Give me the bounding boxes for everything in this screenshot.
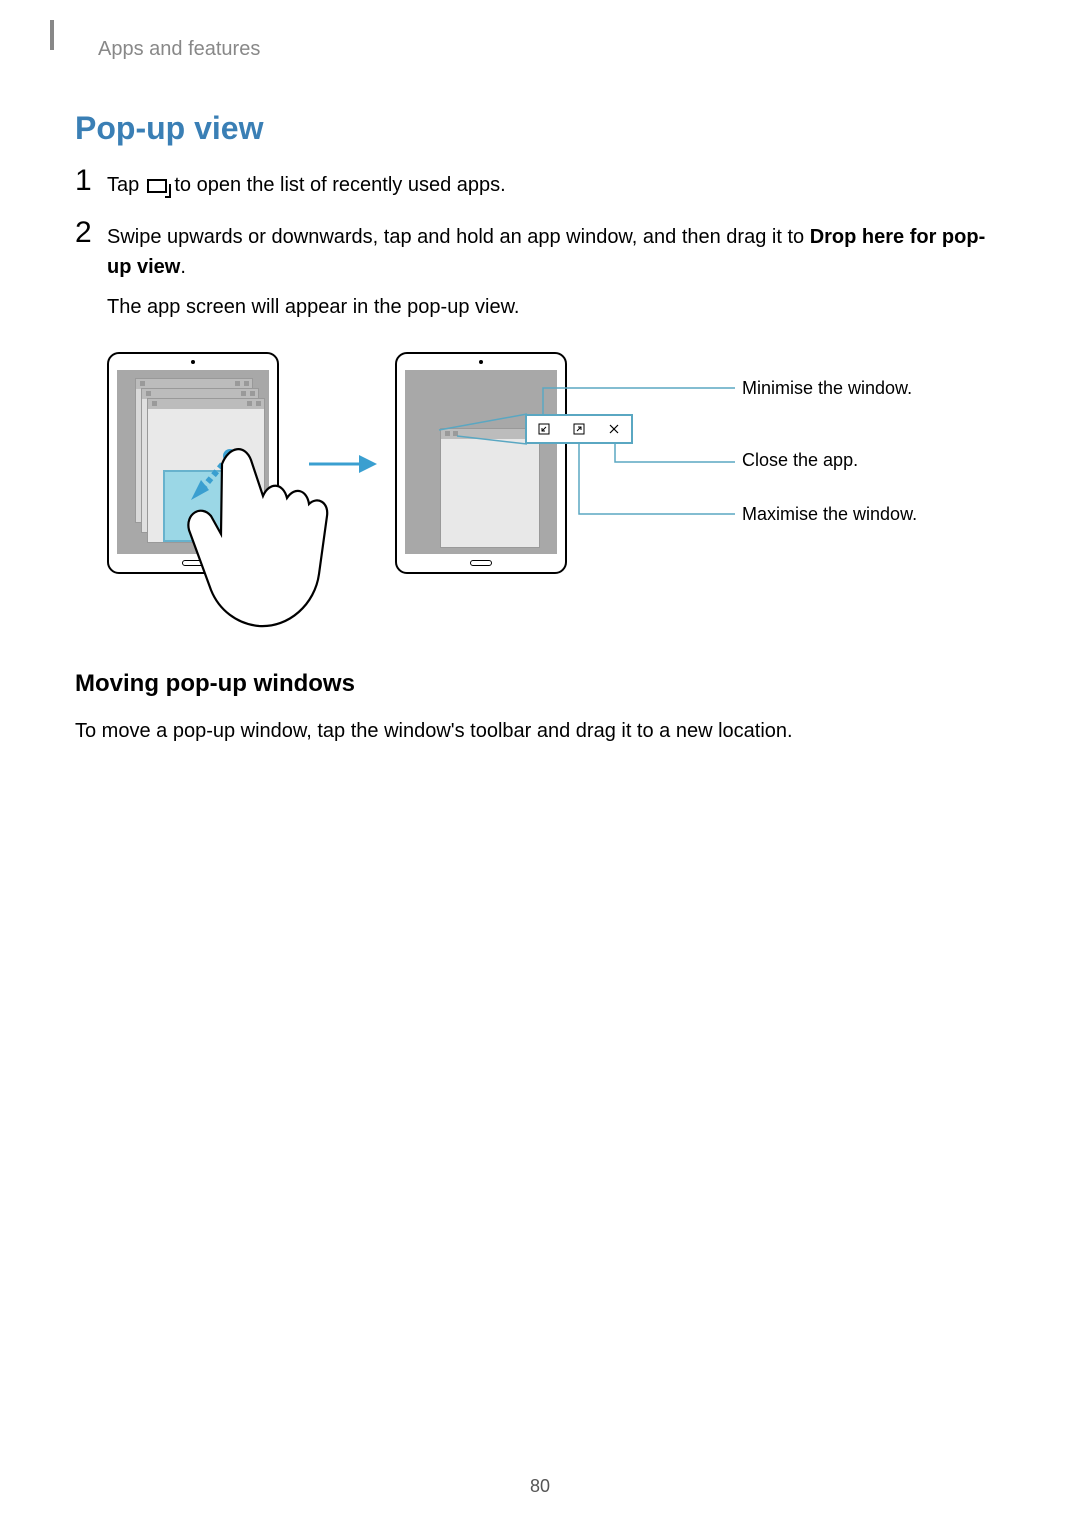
close-icon xyxy=(608,423,620,435)
step-2-text: Swipe upwards or downwards, tap and hold… xyxy=(107,222,1005,282)
illustration: Minimise the window. Close the app. Maxi… xyxy=(107,352,977,632)
drag-target-box xyxy=(163,470,235,542)
tablet-left-screen xyxy=(117,370,269,554)
popup-window xyxy=(440,428,540,548)
step-1-text: Tap to open the list of recently used ap… xyxy=(107,170,1005,200)
step-2-text-a: Swipe upwards or downwards, tap and hold… xyxy=(107,226,810,248)
callout-label-maximise: Maximise the window. xyxy=(742,504,917,525)
page-title: Pop-up view xyxy=(75,110,263,147)
recent-apps-icon xyxy=(147,179,167,193)
step-1-number: 1 xyxy=(75,164,92,198)
camera-dot-icon xyxy=(479,360,483,364)
callout-toolbar-zoom xyxy=(525,414,633,444)
step-2: 2 Swipe upwards or downwards, tap and ho… xyxy=(75,222,1005,282)
subheading: Moving pop-up windows xyxy=(75,670,355,698)
step-2-number: 2 xyxy=(75,216,92,250)
step-2-text-b: . xyxy=(180,256,186,278)
section-label: Apps and features xyxy=(98,38,260,61)
tablet-right xyxy=(395,352,567,574)
subheading-body: To move a pop-up window, tap the window'… xyxy=(75,716,793,746)
step-1-post: to open the list of recently used apps. xyxy=(169,174,506,196)
maximise-icon xyxy=(573,423,585,435)
camera-dot-icon xyxy=(191,360,195,364)
step-2-subtext: The app screen will appear in the pop-up… xyxy=(107,292,519,322)
tablet-left xyxy=(107,352,279,574)
tablet-right-screen xyxy=(405,370,557,554)
page-number: 80 xyxy=(530,1476,550,1497)
step-1: 1 Tap to open the list of recently used … xyxy=(75,170,1005,200)
callout-label-minimise: Minimise the window. xyxy=(742,378,912,399)
header-accent-bar xyxy=(50,20,54,50)
step-1-pre: Tap xyxy=(107,174,145,196)
callout-label-close: Close the app. xyxy=(742,450,858,471)
home-button-icon xyxy=(470,560,492,566)
arrow-right-icon xyxy=(307,452,377,476)
home-button-icon xyxy=(182,560,204,566)
minimise-icon xyxy=(538,423,550,435)
